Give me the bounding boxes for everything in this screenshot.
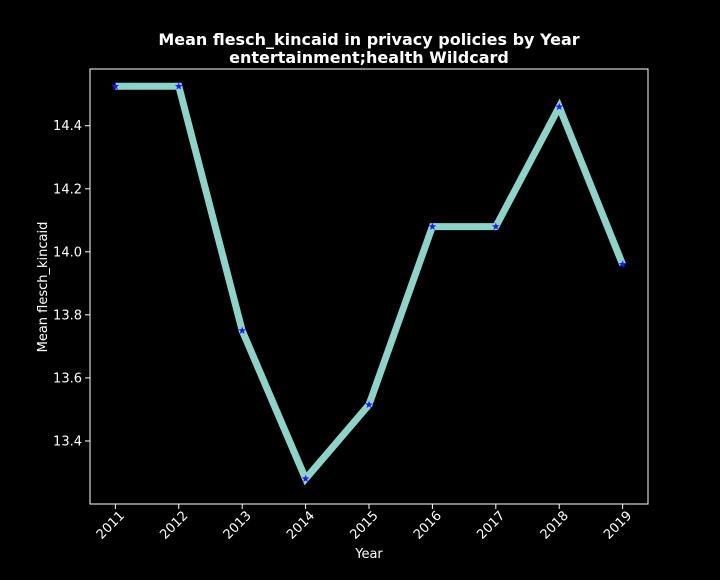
series-line <box>115 82 626 486</box>
y-tick-label: 13.6 <box>53 371 82 386</box>
x-tick-label: 2015 <box>348 509 382 543</box>
x-tick-label: 2012 <box>157 509 191 543</box>
series-layer <box>111 82 627 486</box>
x-tick-label: 2014 <box>284 509 318 543</box>
y-axis-ticks: 13.4 13.6 13.8 14.0 14.2 14.4 <box>53 119 90 449</box>
data-point-marker <box>111 82 120 90</box>
data-point-marker <box>492 222 500 230</box>
x-tick-label: 2011 <box>94 509 128 543</box>
data-point-marker <box>365 400 373 408</box>
x-tick-label: 2013 <box>221 509 255 543</box>
data-point-marker <box>238 326 246 334</box>
y-tick-label: 14.0 <box>53 245 82 260</box>
y-tick-label: 14.2 <box>53 182 82 197</box>
y-tick-label: 13.8 <box>53 308 82 323</box>
x-tick-label: 2016 <box>411 509 445 543</box>
x-axis-ticks: 2011 2012 2013 2014 2015 2016 2017 2018 2019 <box>94 504 635 543</box>
data-point-marker <box>555 102 564 111</box>
chart-title-line-1: Mean flesch_kincaid in privacy policies … <box>158 30 579 49</box>
plot-area-frame <box>89 68 649 505</box>
x-tick-label: 2017 <box>474 509 508 543</box>
y-tick-label: 14.4 <box>53 119 82 134</box>
x-tick-label: 2019 <box>601 509 635 543</box>
x-axis-label: Year <box>354 547 383 562</box>
x-tick-label: 2018 <box>538 509 572 543</box>
data-point-marker <box>428 222 437 230</box>
chart-title-line-2: entertainment;health Wildcard <box>229 48 509 67</box>
y-axis-label: Mean flesch_kincaid <box>36 222 51 353</box>
data-point-marker <box>618 260 627 268</box>
data-point-marker <box>301 474 310 483</box>
y-tick-label: 13.4 <box>53 434 82 449</box>
data-point-marker <box>174 82 183 90</box>
